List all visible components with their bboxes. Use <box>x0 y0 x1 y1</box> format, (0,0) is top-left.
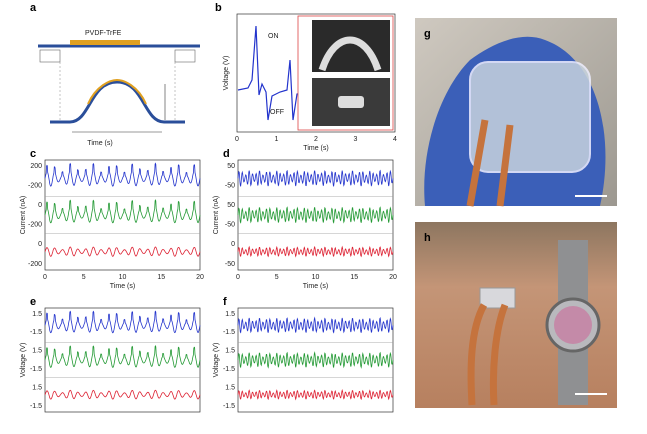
x-tick-label: 10 <box>312 274 320 281</box>
panel-letter: f <box>223 296 227 308</box>
panel-letter: a <box>30 2 37 14</box>
x-tick-label: 1 <box>275 136 279 143</box>
y-tick-label: 0 <box>38 241 42 248</box>
y-tick-label: -200 <box>28 222 42 229</box>
panel-letter: e <box>30 296 36 308</box>
y-tick-label: 0 <box>38 202 42 209</box>
x-tick-label: 5 <box>82 274 86 281</box>
y-tick-label: -1.5 <box>30 329 42 336</box>
signal-trace <box>45 200 200 223</box>
y-tick-label: -50 <box>225 261 235 268</box>
photo-h <box>415 222 617 408</box>
annotation: OFF <box>270 109 284 116</box>
x-tick-label: 0 <box>43 274 47 281</box>
y-tick-label: 1.5 <box>225 348 235 355</box>
x-tick-label: 0 <box>236 274 240 281</box>
panel-letter: h <box>424 232 431 244</box>
y-tick-label: -50 <box>225 222 235 229</box>
x-tick-label: 2 <box>314 136 318 143</box>
x-tick-label: 5 <box>275 274 279 281</box>
y-tick-label: -1.5 <box>223 366 235 373</box>
y-tick-label: 1.5 <box>32 311 42 318</box>
axis-label: Current (nA) <box>20 196 27 235</box>
signal-trace <box>238 353 393 368</box>
panel-letter: c <box>30 148 36 160</box>
y-tick-label: 50 <box>227 163 235 170</box>
axis-label: Time (s) <box>87 140 112 147</box>
signal-trace <box>45 163 200 186</box>
page: {"panels":{ "a":{"letter":"a","film":"PV… <box>0 0 647 434</box>
x-tick-label: 0 <box>235 136 239 143</box>
axis-label: Time (s) <box>303 145 328 152</box>
panel-letter: b <box>215 2 222 14</box>
x-tick-label: 3 <box>354 136 358 143</box>
y-tick-label: -1.5 <box>30 403 42 410</box>
x-tick-label: 15 <box>350 274 358 281</box>
panel-letter: d <box>223 148 230 160</box>
y-tick-label: -1.5 <box>30 366 42 373</box>
signal-trace <box>45 247 200 256</box>
signal-trace <box>238 390 393 399</box>
schematic-a <box>38 40 200 132</box>
axis-label: Time (s) <box>303 283 328 290</box>
axis-label: Current (nA) <box>213 196 220 235</box>
y-tick-label: -200 <box>28 261 42 268</box>
film-label: PVDF-TrFE <box>85 30 122 37</box>
y-tick-label: 50 <box>227 202 235 209</box>
x-tick-label: 20 <box>389 274 397 281</box>
y-tick-label: 0 <box>231 241 235 248</box>
x-tick-label: 20 <box>196 274 204 281</box>
annotation: ON <box>268 33 279 40</box>
y-tick-label: 200 <box>30 163 42 170</box>
figure: a PVDF-TrFE Time (s) b ON OFF Voltage (V… <box>0 0 647 434</box>
y-tick-label: -200 <box>28 182 42 189</box>
axis-label: Voltage (V) <box>223 56 230 91</box>
signal-trace <box>238 247 393 256</box>
signal-trace <box>238 207 393 223</box>
axis-label: Voltage (V) <box>213 343 220 378</box>
x-tick-label: 4 <box>393 136 397 143</box>
panel-letter: g <box>424 28 431 40</box>
y-tick-label: -1.5 <box>223 329 235 336</box>
signal-trace <box>238 318 393 333</box>
x-tick-label: 10 <box>119 274 127 281</box>
axis-label: Time (s) <box>110 283 135 290</box>
y-tick-label: 1.5 <box>225 311 235 318</box>
photo-g <box>415 18 617 206</box>
signal-trace <box>238 171 393 187</box>
x-tick-label: 15 <box>157 274 165 281</box>
signal-trace <box>45 390 200 399</box>
axis-label: Voltage (V) <box>20 343 27 378</box>
y-tick-label: -50 <box>225 182 235 189</box>
y-tick-label: -1.5 <box>223 403 235 410</box>
y-tick-label: 1.5 <box>32 348 42 355</box>
signal-trace <box>45 346 200 368</box>
y-tick-label: 1.5 <box>225 384 235 391</box>
y-tick-label: 1.5 <box>32 384 42 391</box>
signal-trace <box>45 311 200 333</box>
